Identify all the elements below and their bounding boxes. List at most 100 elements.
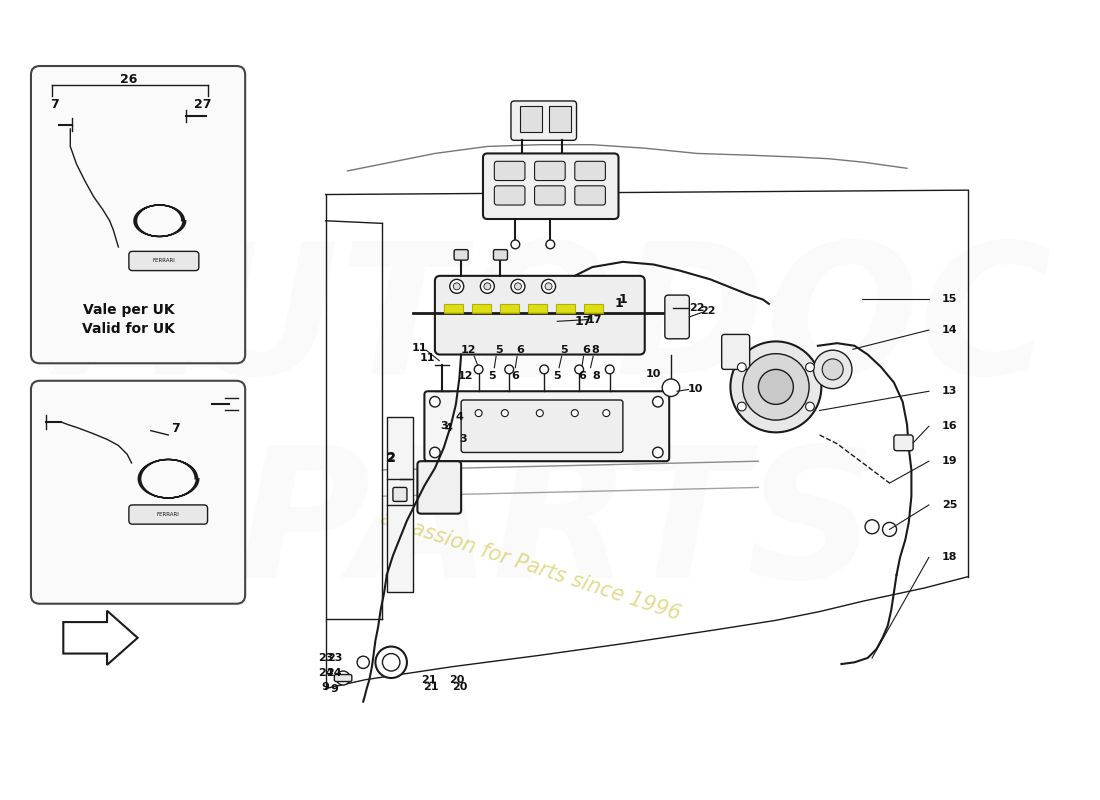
Text: 24: 24 <box>318 668 333 678</box>
Text: 11: 11 <box>411 342 427 353</box>
Text: 20: 20 <box>452 682 468 692</box>
Text: 3: 3 <box>459 434 466 444</box>
Text: 21: 21 <box>421 674 437 685</box>
Circle shape <box>481 279 494 294</box>
Text: 16: 16 <box>942 422 958 431</box>
FancyBboxPatch shape <box>494 250 507 260</box>
Bar <box>443 304 463 313</box>
Text: FERRARI: FERRARI <box>153 258 175 263</box>
Circle shape <box>475 410 482 417</box>
FancyBboxPatch shape <box>483 154 618 219</box>
FancyBboxPatch shape <box>575 186 605 205</box>
Circle shape <box>652 447 663 458</box>
Circle shape <box>512 240 519 249</box>
Text: 6: 6 <box>517 345 525 355</box>
Text: 9: 9 <box>330 683 339 694</box>
FancyBboxPatch shape <box>129 505 208 524</box>
Text: 11: 11 <box>420 353 436 363</box>
FancyBboxPatch shape <box>31 66 245 363</box>
FancyBboxPatch shape <box>664 295 690 338</box>
Circle shape <box>515 283 521 290</box>
Text: 19: 19 <box>942 456 958 466</box>
Text: 2: 2 <box>387 452 396 465</box>
Circle shape <box>430 397 440 407</box>
FancyBboxPatch shape <box>722 334 750 370</box>
FancyBboxPatch shape <box>535 186 565 205</box>
Text: 5: 5 <box>488 371 495 382</box>
Text: 22: 22 <box>700 306 715 316</box>
FancyBboxPatch shape <box>454 250 469 260</box>
Circle shape <box>430 447 440 458</box>
FancyBboxPatch shape <box>31 381 245 604</box>
Circle shape <box>737 363 746 371</box>
Circle shape <box>730 342 822 432</box>
Text: 10: 10 <box>646 369 661 378</box>
FancyBboxPatch shape <box>417 462 461 514</box>
Circle shape <box>540 365 549 374</box>
Text: 5: 5 <box>495 345 503 355</box>
FancyBboxPatch shape <box>129 251 199 270</box>
Text: 18: 18 <box>942 552 957 562</box>
Text: 2: 2 <box>387 451 396 464</box>
Text: 22: 22 <box>690 303 705 313</box>
Bar <box>549 106 571 133</box>
Circle shape <box>742 354 810 420</box>
Circle shape <box>541 279 556 294</box>
Circle shape <box>502 410 508 417</box>
FancyBboxPatch shape <box>461 400 623 453</box>
Circle shape <box>603 410 609 417</box>
Text: AUTODOC
PARTS: AUTODOC PARTS <box>62 237 1053 616</box>
Text: 5: 5 <box>561 345 568 355</box>
Text: 23: 23 <box>327 653 342 663</box>
Text: 8: 8 <box>593 371 601 382</box>
FancyBboxPatch shape <box>494 186 525 205</box>
Polygon shape <box>64 610 138 665</box>
Circle shape <box>383 654 400 671</box>
Text: FERRARI: FERRARI <box>157 512 179 517</box>
Circle shape <box>571 410 579 417</box>
Circle shape <box>450 279 464 294</box>
Circle shape <box>375 646 407 678</box>
Text: 3: 3 <box>440 422 448 431</box>
Circle shape <box>505 365 514 374</box>
Text: 14: 14 <box>942 325 958 335</box>
FancyBboxPatch shape <box>334 674 352 682</box>
Text: 12: 12 <box>458 371 473 382</box>
Text: 6: 6 <box>578 371 585 382</box>
Circle shape <box>737 402 746 411</box>
Text: 4: 4 <box>444 423 452 433</box>
Circle shape <box>537 410 543 417</box>
Circle shape <box>605 365 614 374</box>
Circle shape <box>822 359 844 380</box>
FancyBboxPatch shape <box>434 276 645 354</box>
Text: 7: 7 <box>170 422 179 435</box>
Text: 15: 15 <box>942 294 957 305</box>
Circle shape <box>758 370 793 404</box>
FancyBboxPatch shape <box>575 162 605 181</box>
Bar <box>528 304 547 313</box>
Circle shape <box>474 365 483 374</box>
Circle shape <box>484 283 491 290</box>
Circle shape <box>453 283 460 290</box>
Circle shape <box>337 671 350 685</box>
Text: 21: 21 <box>422 682 438 692</box>
FancyBboxPatch shape <box>894 435 913 450</box>
Circle shape <box>882 522 896 536</box>
Circle shape <box>814 350 851 389</box>
Text: 12: 12 <box>461 345 476 355</box>
Circle shape <box>546 283 552 290</box>
Text: 7: 7 <box>51 98 59 111</box>
Text: 9: 9 <box>321 682 330 692</box>
Circle shape <box>805 402 814 411</box>
Text: 26: 26 <box>120 74 138 86</box>
Circle shape <box>575 365 583 374</box>
Bar <box>499 304 519 313</box>
Text: 25: 25 <box>942 500 957 510</box>
FancyBboxPatch shape <box>425 391 669 462</box>
Bar <box>472 304 491 313</box>
Circle shape <box>358 656 370 669</box>
Bar <box>556 304 575 313</box>
Text: 27: 27 <box>195 98 212 111</box>
Text: 8: 8 <box>591 345 598 355</box>
Text: 20: 20 <box>449 674 464 685</box>
